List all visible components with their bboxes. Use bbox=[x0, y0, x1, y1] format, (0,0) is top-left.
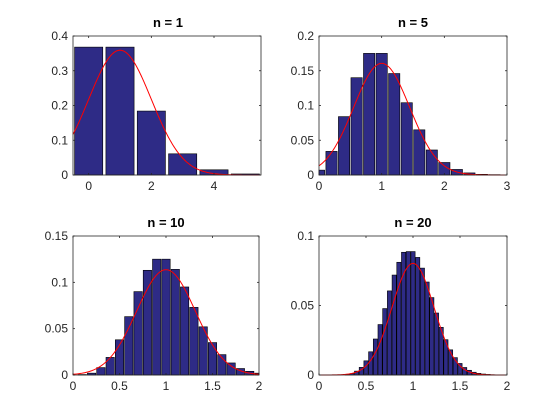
y-tick-label: 0.05 bbox=[291, 133, 315, 147]
bar bbox=[388, 73, 401, 176]
x-tick-label: 1 bbox=[378, 179, 385, 193]
bar bbox=[424, 281, 430, 376]
y-tick-label: 0 bbox=[61, 168, 68, 182]
bar bbox=[387, 290, 392, 376]
y-tick-label: 0.05 bbox=[291, 299, 315, 313]
bar bbox=[318, 169, 325, 176]
subplot-title: n = 1 bbox=[153, 15, 183, 30]
bar bbox=[133, 291, 143, 376]
x-tick-label: 3 bbox=[504, 179, 511, 193]
bar-series bbox=[77, 258, 260, 376]
bar bbox=[124, 316, 134, 376]
bar bbox=[105, 46, 135, 176]
x-tick-label: 0 bbox=[85, 179, 92, 193]
bar bbox=[170, 269, 180, 376]
subplot-n-20: n = 20 0 0.5 1 1.5 2 0 0.05 0.1 bbox=[291, 215, 511, 393]
bar bbox=[338, 116, 351, 176]
bar bbox=[189, 307, 199, 376]
bar bbox=[448, 349, 454, 376]
bar bbox=[419, 267, 425, 376]
bar bbox=[180, 286, 190, 376]
y-tick-label: 0 bbox=[61, 368, 68, 382]
x-tick-label: 1.5 bbox=[452, 379, 469, 393]
bar bbox=[161, 258, 171, 376]
normal-fit-curve bbox=[72, 269, 260, 375]
bar bbox=[377, 324, 383, 376]
bar bbox=[325, 151, 338, 176]
y-tick-label: 0.3 bbox=[51, 64, 68, 78]
subplot-n-1: n = 1 0 2 4 0 0.1 0.2 0.3 0.4 bbox=[51, 15, 262, 193]
x-tick-label: 4 bbox=[211, 179, 218, 193]
y-tick-label: 0.2 bbox=[51, 99, 68, 113]
bar bbox=[415, 257, 421, 376]
y-tick-label: 0.1 bbox=[51, 275, 68, 289]
y-tick-label: 0.4 bbox=[51, 29, 68, 43]
bar bbox=[405, 251, 411, 376]
y-tick-label: 0 bbox=[307, 168, 314, 182]
bar bbox=[350, 77, 363, 176]
y-tick-label: 0.05 bbox=[45, 322, 69, 336]
bar bbox=[391, 274, 397, 376]
y-tick-label: 0.2 bbox=[297, 29, 314, 43]
bar bbox=[396, 261, 402, 376]
bar bbox=[410, 251, 416, 376]
bar bbox=[400, 102, 413, 176]
bar bbox=[382, 308, 388, 376]
x-tick-label: 0 bbox=[70, 379, 77, 393]
x-tick-label: 0.5 bbox=[111, 379, 128, 393]
x-tick-label: 0.5 bbox=[358, 379, 375, 393]
subplot-title: n = 5 bbox=[398, 15, 428, 30]
x-tick-label: 1.5 bbox=[204, 379, 221, 393]
bar bbox=[375, 53, 388, 176]
bar bbox=[96, 367, 106, 376]
bar bbox=[152, 258, 162, 376]
y-tick-label: 0.15 bbox=[291, 64, 315, 78]
bar bbox=[429, 297, 435, 376]
x-tick-label: 0 bbox=[316, 379, 323, 393]
bar bbox=[168, 153, 198, 176]
subplot-title: n = 20 bbox=[394, 215, 431, 230]
x-tick-label: 1 bbox=[410, 379, 417, 393]
subplot-title: n = 10 bbox=[147, 215, 184, 230]
bar bbox=[368, 351, 374, 376]
y-tick-label: 0.1 bbox=[51, 133, 68, 147]
subplot-n-5: n = 5 0 1 2 3 0 0.05 0.1 0.15 0.2 bbox=[291, 15, 511, 193]
x-tick-label: 2 bbox=[504, 379, 511, 393]
y-tick-label: 0.1 bbox=[297, 229, 314, 243]
bar bbox=[363, 360, 369, 376]
x-tick-label: 1 bbox=[163, 379, 170, 393]
bar bbox=[413, 129, 426, 176]
bar bbox=[226, 362, 236, 376]
subplot-n-10: n = 10 0 0.5 1 1.5 2 0 0.05 0.1 0.15 bbox=[45, 215, 263, 393]
y-tick-label: 0 bbox=[307, 368, 314, 382]
bar bbox=[74, 46, 104, 176]
bar bbox=[434, 312, 439, 376]
normal-fit-curve bbox=[319, 262, 507, 376]
y-tick-label: 0.1 bbox=[297, 99, 314, 113]
x-tick-label: 2 bbox=[256, 379, 263, 393]
x-tick-label: 2 bbox=[441, 179, 448, 193]
bar bbox=[136, 110, 166, 176]
y-tick-label: 0.15 bbox=[45, 229, 69, 243]
bar bbox=[142, 269, 152, 376]
bar bbox=[425, 149, 438, 176]
x-tick-label: 0 bbox=[316, 179, 323, 193]
x-tick-label: 2 bbox=[148, 179, 155, 193]
bar bbox=[372, 338, 378, 376]
bar bbox=[208, 342, 217, 376]
bar bbox=[363, 53, 376, 176]
